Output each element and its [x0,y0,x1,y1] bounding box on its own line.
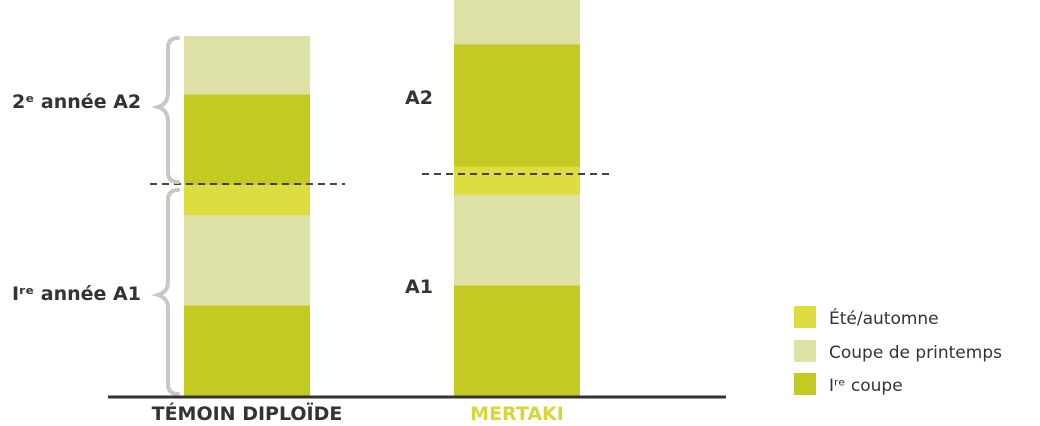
bar-mertaki-year2-premiere-coupe [454,44,580,167]
brace-a1 [151,188,180,396]
bar-temoin-year2-premiere-coupe [184,94,310,185]
category-label-temoin: TÉMOIN DIPLOÏDE [152,401,343,425]
legend-label-ete-automne: Été/automne [829,307,939,329]
legend-swatch-ete-automne [794,306,816,328]
legend-swatch-premiere-coupe [794,373,816,395]
category-label-mertaki: MERTAKI [470,403,564,425]
bar-temoin-year1-coupe-printemps [184,215,310,306]
legend: Été/automne Coupe de printemps Iʳᵉ coupe [794,306,1002,396]
label-temoin-a1: Iʳᵉ année A1 [12,283,141,305]
legend-label-premiere-coupe: Iʳᵉ coupe [829,376,903,396]
bar-temoin-year1-ete-automne [184,184,310,216]
bar-mertaki-year1-ete-automne [454,166,580,195]
bar-temoin-year2-coupe-printemps [184,36,310,95]
bar-mertaki-year1-premiere-coupe [454,285,580,396]
bar-mertaki-year2-coupe-printemps [454,0,580,45]
label-mertaki-a2: A2 [405,87,433,109]
bar-temoin-year1-premiere-coupe [184,305,310,396]
label-temoin-a2: 2ᵉ année A2 [12,91,141,113]
legend-label-coupe-printemps: Coupe de printemps [829,343,1002,363]
bar-mertaki-year1-coupe-printemps [454,194,580,286]
legend-swatch-coupe-printemps [794,340,816,362]
bars-layer [184,0,580,396]
label-mertaki-a1: A1 [405,276,433,298]
brace-a2 [151,36,180,184]
